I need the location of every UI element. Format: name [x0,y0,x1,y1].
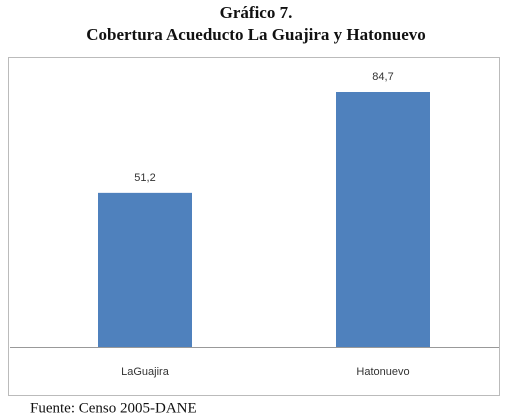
source-note: Fuente: Censo 2005-DANE [30,400,197,416]
data-label: 84,7 [372,71,393,83]
bar [336,92,430,347]
chart-title: Gráfico 7. [220,3,293,22]
plot-frame [8,57,500,396]
chart-subtitle: Cobertura Acueducto La Guajira y Hatonue… [86,25,426,44]
x-tick-label: LaGuajira [121,366,170,378]
data-label: 51,2 [134,172,155,184]
bar [98,192,192,347]
x-tick-label: Hatonuevo [356,366,409,378]
